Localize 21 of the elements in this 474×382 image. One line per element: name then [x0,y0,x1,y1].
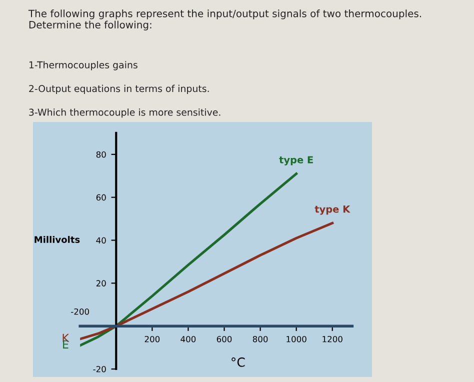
x-tick-label: 1200 [322,336,342,342]
y-tick-label: 60 [96,194,106,201]
series-label: type K [314,206,350,215]
y-tick-label: 40 [96,237,106,244]
x-tick-label: 600 [216,336,232,342]
text: 1-Thermocouples gains [29,61,138,70]
text: 3-Which thermocouple is more sensitive. [29,108,220,118]
y-tick-label: 20 [96,280,106,286]
text: E [63,340,68,348]
chart-title: The following graphs represent the input/output signals of two thermocouples. Determine the following: [28,10,422,30]
y-tick-label: 80 [96,151,106,158]
x-tick-label: 1000 [286,336,306,342]
annotation: -200 [71,308,90,315]
y-axis-title: Millivolts [34,236,80,243]
x-tick-label: 400 [180,336,196,342]
x-axis-title: °C [232,357,245,367]
y-tick-label: -20 [93,366,106,372]
text: 2-Output equations in terms of inputs. [29,84,209,94]
series-label: type E [279,156,313,166]
x-tick-label: 800 [252,336,268,342]
x-tick-label: 200 [144,336,160,342]
